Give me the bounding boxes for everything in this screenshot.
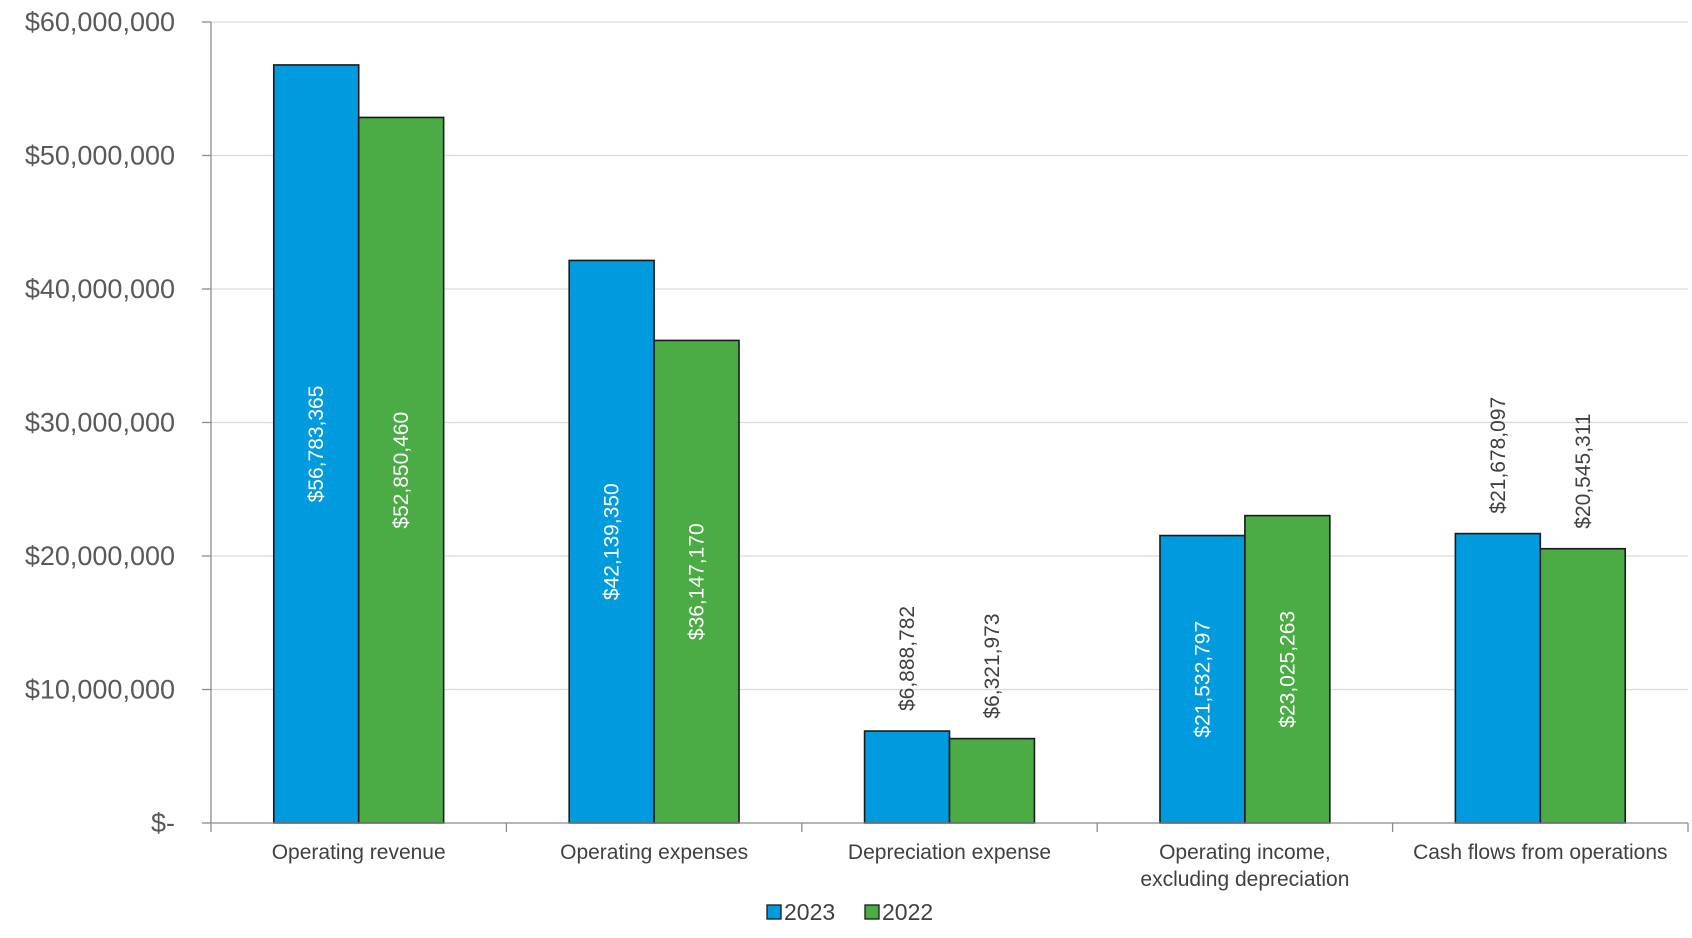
y-tick-label: $60,000,000 xyxy=(25,7,175,37)
x-category-label: Operating expenses xyxy=(560,841,748,864)
data-label-2022-1: $52,850,460 xyxy=(390,412,413,529)
bar-2022-5 xyxy=(1540,549,1625,823)
y-tick-label: $40,000,000 xyxy=(25,274,175,304)
data-label-2023-3: $6,888,782 xyxy=(896,606,919,711)
x-axis-labels: Operating revenue Operating expenses Depre… xyxy=(272,841,1668,891)
bar-2023-3 xyxy=(865,731,950,823)
x-category-label: Operating income, excluding depreciation xyxy=(1140,841,1349,891)
bar-2023-5 xyxy=(1455,534,1540,823)
y-tick-label: $10,000,000 xyxy=(25,675,175,705)
x-category-label-line: Depreciation expense xyxy=(848,841,1051,864)
x-category-label-line: Operating expenses xyxy=(560,841,748,864)
data-label-2022-3: $6,321,973 xyxy=(981,613,1004,718)
legend-swatch-2023 xyxy=(767,905,781,919)
y-tick-label: $20,000,000 xyxy=(25,541,175,571)
x-category-label: Cash flows from operations xyxy=(1413,841,1667,864)
legend-swatch-2022 xyxy=(865,905,879,919)
legend: 2023 2022 xyxy=(767,899,933,925)
legend-label-2023: 2023 xyxy=(784,899,835,925)
y-axis-ticks: $- $10,000,000 $20,000,000 $30,000,000 $40,0… xyxy=(25,7,211,838)
data-label-2023-5: $21,678,097 xyxy=(1487,397,1510,514)
data-label-2023-1: $56,783,365 xyxy=(305,386,328,503)
data-label-2022-4: $23,025,263 xyxy=(1276,611,1299,728)
x-category-label: Depreciation expense xyxy=(848,841,1051,864)
legend-label-2022: 2022 xyxy=(882,899,933,925)
x-category-label-line: excluding depreciation xyxy=(1140,868,1349,891)
data-label-2023-2: $42,139,350 xyxy=(601,483,624,600)
y-tick-label: $- xyxy=(151,808,175,838)
x-category-label-line: Operating income, xyxy=(1159,841,1331,864)
data-label-2023-4: $21,532,797 xyxy=(1191,621,1214,738)
y-tick-label: $30,000,000 xyxy=(25,408,175,438)
x-category-label: Operating revenue xyxy=(272,841,446,864)
data-label-2022-5: $20,545,311 xyxy=(1572,413,1595,528)
bars xyxy=(274,65,1625,823)
data-labels: $56,783,365 $52,850,460 $42,139,350 $36,147… xyxy=(305,386,1595,738)
bar-2022-3 xyxy=(950,739,1035,823)
data-label-2022-2: $36,147,170 xyxy=(686,523,709,640)
y-tick-label: $50,000,000 xyxy=(25,141,175,171)
x-category-label-line: Operating revenue xyxy=(272,841,446,864)
x-category-label-line: Cash flows from operations xyxy=(1413,841,1667,864)
